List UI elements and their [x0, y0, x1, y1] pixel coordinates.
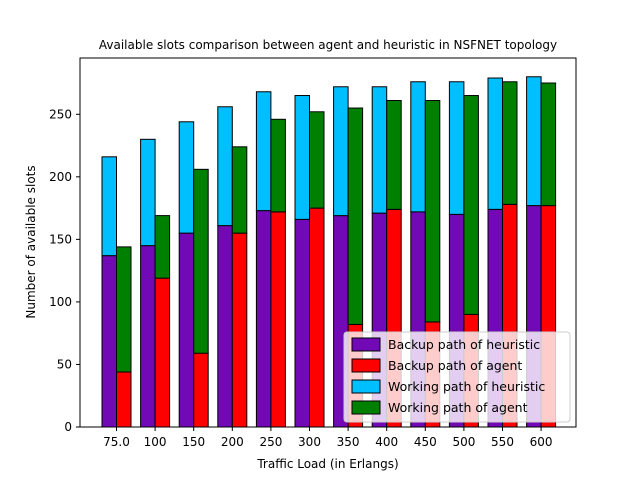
bar-working-path-of-heuristic-75.0: [101, 156, 117, 257]
y-tick-label: 50: [57, 357, 72, 371]
bar-working-path-of-heuristic-400: [371, 86, 388, 214]
bar-backup-path-of-heuristic-75.0: [101, 255, 117, 428]
y-tick-label: 250: [49, 107, 72, 121]
bar-working-path-of-agent-100: [154, 215, 171, 279]
bar-working-path-of-agent-150: [193, 168, 209, 354]
bar-backup-path-of-heuristic-100: [140, 245, 156, 428]
bar-backup-path-of-agent-250: [270, 211, 286, 428]
bar-working-path-of-agent-250: [270, 118, 286, 213]
x-axis-label: Traffic Load (in Erlangs): [256, 457, 398, 471]
legend-swatch: [351, 379, 381, 394]
bar-backup-path-of-heuristic-200: [217, 225, 233, 428]
plot-frame: [79, 57, 577, 428]
x-tick-label: 300: [298, 435, 321, 449]
legend-label: Backup path of heuristic: [388, 337, 540, 352]
bar-backup-path-of-heuristic-250: [255, 210, 272, 428]
bar-working-path-of-heuristic-100: [140, 138, 156, 247]
legend-box: [343, 331, 571, 423]
x-tick-label: 550: [491, 435, 514, 449]
y-tick-label: 100: [49, 295, 72, 309]
y-tick-label: 0: [64, 420, 72, 434]
bar-backup-path-of-heuristic-150: [178, 232, 195, 428]
bar-working-path-of-heuristic-350: [333, 86, 349, 217]
bar-working-path-of-heuristic-300: [294, 95, 310, 220]
bar-working-path-of-agent-550: [502, 81, 518, 205]
chart-title: Available slots comparison between agent…: [99, 38, 557, 52]
x-tick-label: 250: [259, 435, 282, 449]
x-tick-label: 150: [182, 435, 205, 449]
bar-working-path-of-heuristic-200: [217, 106, 233, 227]
legend-label: Backup path of agent: [388, 358, 522, 373]
bar-working-path-of-agent-350: [347, 107, 364, 325]
legend-label: Working path of agent: [388, 400, 528, 415]
bar-working-path-of-heuristic-250: [255, 91, 272, 212]
x-axis: 75.0 100 150 200 250 300 350 400 450 500 550 600: [103, 427, 553, 449]
legend-swatch: [351, 337, 381, 352]
bar-backup-path-of-agent-75.0: [116, 371, 132, 428]
bar-backup-path-of-agent-300: [309, 207, 325, 428]
x-tick-label: 600: [530, 435, 553, 449]
bar-backup-path-of-agent-100: [154, 277, 171, 428]
legend-label: Working path of heuristic: [388, 379, 545, 394]
bar-working-path-of-heuristic-150: [178, 121, 195, 234]
bar-working-path-of-agent-600: [540, 82, 557, 207]
x-tick-label: 75.0: [103, 435, 130, 449]
y-axis: 0 50 100 150 200 250: [49, 107, 80, 434]
x-tick-label: 350: [337, 435, 360, 449]
legend: Backup path of heuristic Backup path of a…: [343, 331, 571, 423]
bar-working-path-of-heuristic-600: [526, 76, 542, 207]
x-tick-label: 450: [414, 435, 437, 449]
bar-working-path-of-agent-300: [309, 111, 325, 209]
x-tick-label: 500: [452, 435, 475, 449]
x-tick-label: 100: [144, 435, 167, 449]
x-tick-label: 200: [221, 435, 244, 449]
legend-swatch: [351, 400, 381, 415]
y-tick-label: 150: [49, 232, 72, 246]
y-axis-label: Number of available slots: [24, 165, 38, 318]
legend-swatch: [351, 358, 381, 373]
bar-working-path-of-agent-200: [231, 146, 248, 234]
bar-working-path-of-heuristic-500: [448, 81, 465, 215]
bar-working-path-of-agent-75.0: [116, 246, 132, 373]
x-tick-label: 400: [375, 435, 398, 449]
bar-working-path-of-agent-400: [386, 100, 402, 210]
bar-working-path-of-heuristic-450: [410, 81, 426, 213]
bar-backup-path-of-agent-200: [231, 232, 248, 428]
bar-working-path-of-agent-450: [424, 100, 441, 323]
bar-backup-path-of-agent-150: [193, 352, 209, 428]
y-tick-label: 200: [49, 170, 72, 184]
bar-backup-path-of-heuristic-300: [294, 218, 310, 428]
bar-working-path-of-agent-500: [463, 95, 479, 315]
bar-working-path-of-heuristic-550: [487, 77, 503, 210]
